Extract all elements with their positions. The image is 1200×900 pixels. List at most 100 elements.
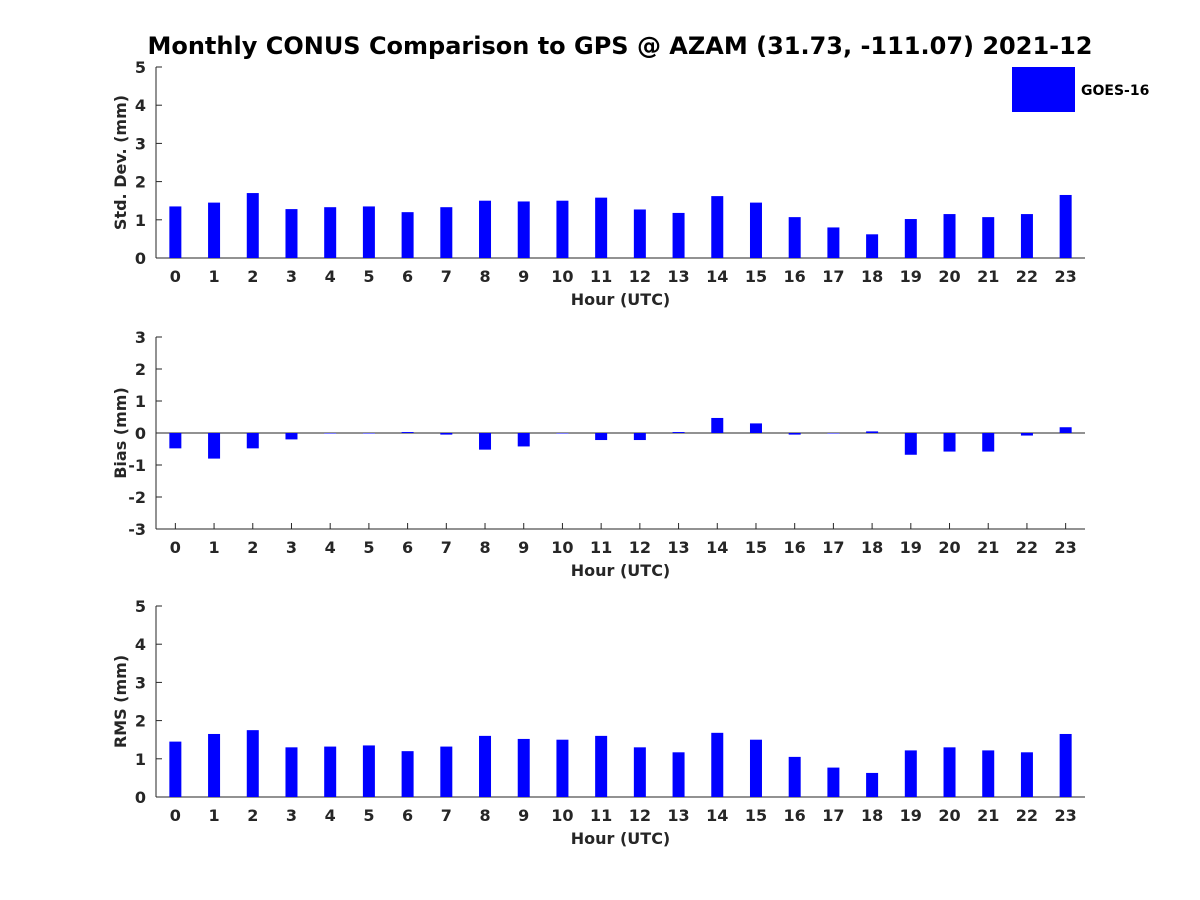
x-tick-label: 7 <box>441 267 452 286</box>
x-tick-label: 2 <box>247 806 258 825</box>
x-tick-label: 13 <box>667 538 689 557</box>
bar <box>517 433 530 447</box>
bar <box>982 217 995 258</box>
y-axis-label: RMS (mm) <box>111 655 130 748</box>
x-tick-label: 11 <box>590 267 612 286</box>
y-tick-label: 1 <box>135 750 146 769</box>
bar <box>556 200 569 258</box>
y-tick-label: 4 <box>135 96 146 115</box>
x-tick-label: 18 <box>861 538 883 557</box>
bar <box>827 767 840 797</box>
y-axis-label: Bias (mm) <box>111 387 130 479</box>
x-tick-label: 1 <box>208 267 219 286</box>
bar <box>866 772 879 797</box>
bar <box>827 433 840 434</box>
x-tick-label: 6 <box>402 267 413 286</box>
bar <box>246 730 259 797</box>
x-tick-label: 4 <box>325 538 336 557</box>
y-tick-label: 5 <box>135 58 146 77</box>
x-tick-label: 19 <box>900 538 922 557</box>
x-tick-label: 23 <box>1055 267 1077 286</box>
bar <box>1059 427 1072 433</box>
bar <box>401 751 414 797</box>
y-tick-label: 2 <box>135 360 146 379</box>
bar <box>479 433 492 450</box>
bar <box>982 750 995 797</box>
x-tick-label: 11 <box>590 538 612 557</box>
y-tick-label: -1 <box>128 456 146 475</box>
x-tick-label: 7 <box>441 806 452 825</box>
bar <box>827 227 840 258</box>
x-tick-label: 13 <box>667 267 689 286</box>
x-tick-label: 2 <box>247 538 258 557</box>
x-tick-label: 14 <box>706 267 728 286</box>
bar <box>362 206 375 258</box>
x-tick-label: 6 <box>402 538 413 557</box>
x-tick-label: 12 <box>629 267 651 286</box>
y-tick-label: 0 <box>135 788 146 807</box>
x-tick-label: 22 <box>1016 267 1038 286</box>
x-tick-label: 3 <box>286 806 297 825</box>
bar <box>672 432 685 433</box>
bar <box>246 193 259 258</box>
bar <box>672 212 685 258</box>
x-tick-label: 9 <box>518 267 529 286</box>
x-tick-label: 1 <box>208 806 219 825</box>
bar <box>982 433 995 452</box>
x-axis-label: Hour (UTC) <box>571 561 671 580</box>
x-tick-label: 10 <box>551 806 573 825</box>
bar <box>711 196 724 258</box>
bar <box>517 201 530 258</box>
x-tick-label: 17 <box>822 267 844 286</box>
x-tick-label: 9 <box>518 538 529 557</box>
x-tick-label: 0 <box>170 806 181 825</box>
legend: GOES-16 <box>1012 67 1149 112</box>
bar <box>1020 752 1033 797</box>
bar <box>1020 214 1033 258</box>
bar <box>595 197 608 258</box>
bar <box>672 752 685 797</box>
x-tick-label: 15 <box>745 267 767 286</box>
x-tick-label: 3 <box>286 538 297 557</box>
x-tick-label: 19 <box>900 267 922 286</box>
bar <box>633 747 646 797</box>
x-tick-label: 13 <box>667 806 689 825</box>
bar <box>749 423 762 433</box>
y-tick-label: 1 <box>135 211 146 230</box>
x-tick-label: 20 <box>938 538 960 557</box>
bar <box>362 745 375 797</box>
x-tick-label: 23 <box>1055 538 1077 557</box>
bar <box>324 746 337 797</box>
x-tick-label: 8 <box>479 267 490 286</box>
bar <box>517 738 530 797</box>
x-tick-label: 15 <box>745 538 767 557</box>
x-tick-label: 18 <box>861 267 883 286</box>
x-tick-label: 22 <box>1016 806 1038 825</box>
bar <box>866 431 879 433</box>
x-tick-label: 12 <box>629 538 651 557</box>
bar <box>479 735 492 797</box>
bar <box>169 433 182 449</box>
bar <box>362 433 375 434</box>
y-tick-label: 1 <box>135 392 146 411</box>
y-tick-label: 4 <box>135 635 146 654</box>
y-tick-label: 3 <box>135 134 146 153</box>
x-tick-label: 22 <box>1016 538 1038 557</box>
y-tick-label: 2 <box>135 173 146 192</box>
x-tick-label: 8 <box>479 806 490 825</box>
bar <box>633 209 646 258</box>
x-tick-label: 11 <box>590 806 612 825</box>
bar <box>324 433 337 434</box>
x-tick-label: 5 <box>363 538 374 557</box>
x-tick-label: 8 <box>479 538 490 557</box>
legend-label: GOES-16 <box>1081 83 1149 99</box>
bar <box>479 200 492 258</box>
bar <box>208 733 221 797</box>
bar <box>943 214 956 258</box>
chart-title: Monthly CONUS Comparison to GPS @ AZAM (… <box>147 32 1092 60</box>
x-tick-label: 14 <box>706 538 728 557</box>
bar <box>788 433 801 435</box>
bar <box>943 747 956 797</box>
